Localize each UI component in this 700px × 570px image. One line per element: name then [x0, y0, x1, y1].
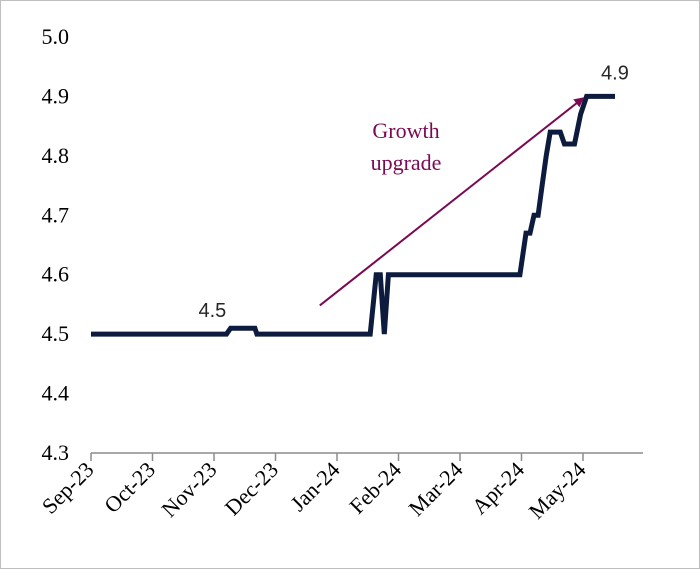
x-tick-label: Oct-23	[99, 457, 160, 518]
y-axis: 4.3 4.4 4.5 4.6 4.7 4.8 4.9 5.0	[42, 24, 70, 465]
growth-annotation: Growth upgrade	[319, 97, 585, 307]
x-tick-label: Nov-23	[156, 457, 221, 522]
y-tick-label: 4.4	[42, 381, 70, 406]
x-tick-label: May-24	[524, 457, 591, 524]
y-tick-label: 4.9	[42, 83, 70, 108]
y-tick-label: 4.3	[42, 440, 70, 465]
x-tick-label: Dec-23	[220, 457, 283, 520]
x-tick-label: Jan-24	[285, 457, 344, 516]
data-label: 4.9	[601, 62, 629, 84]
y-tick-label: 5.0	[42, 24, 70, 49]
x-tick-label: Apr-24	[467, 457, 529, 519]
series-line	[91, 93, 615, 337]
x-tick-label: Feb-24	[344, 457, 406, 519]
x-tick-label: Mar-24	[404, 457, 468, 521]
y-tick-label: 4.8	[42, 143, 70, 168]
y-tick-label: 4.7	[42, 202, 70, 227]
series-lines	[91, 93, 615, 337]
y-tick-label: 4.5	[42, 321, 70, 346]
y-tick-label: 4.6	[42, 262, 70, 287]
growth-annotation-line: upgrade	[371, 150, 442, 175]
data-label: 4.5	[198, 300, 226, 322]
growth-annotation-line: Growth	[372, 118, 439, 143]
x-tick-label: Sep-23	[37, 457, 99, 519]
data-labels: 4.5 4.9	[198, 62, 628, 322]
growth-arrow	[319, 97, 585, 307]
